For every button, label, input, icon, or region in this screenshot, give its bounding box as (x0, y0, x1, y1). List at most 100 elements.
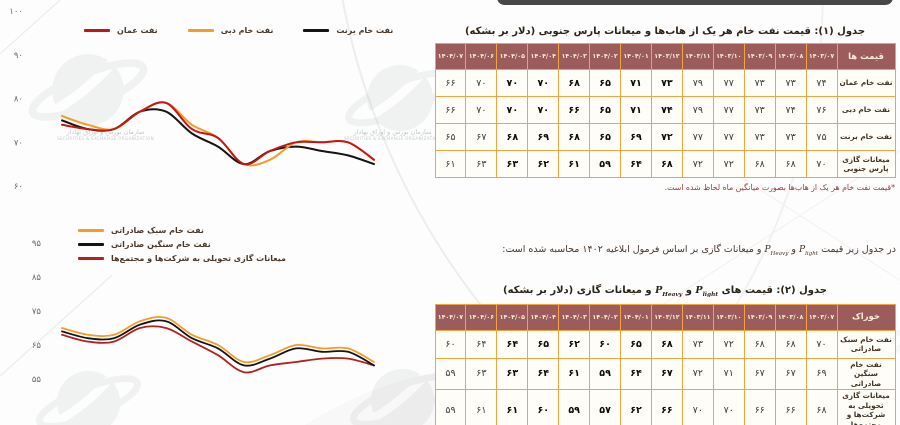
date-column-header: ۱۴۰۳/۰۸ (774, 303, 807, 331)
export-chart-legend: نفت خام سبک صادراتی نفت خام سنگین صادراتی… (78, 226, 286, 263)
legend-swatch-icon (78, 243, 104, 246)
date-column-header: ۱۴۰۳/۰۸ (774, 43, 807, 70)
price-cell: ۷۲ (650, 123, 683, 151)
table1-title: جدول (۱): قیمت نفت خام هر یک از هاب‌ها و… (464, 26, 866, 37)
price-cell: ۶۵ (620, 329, 652, 359)
table-corner-header: خوراک (836, 303, 896, 331)
price-cell: ۵۹ (558, 389, 591, 425)
price-cell: ۷۰ (496, 96, 529, 124)
row-label: میعانات گازی پارس جنوبی (836, 150, 896, 178)
price-cell: ۶۳ (496, 150, 529, 178)
legend-item: نفت عمان (84, 26, 158, 35)
y-tick-label: ۵۵ (32, 375, 42, 385)
price-cell: ۷۷ (681, 123, 714, 151)
price-cell: ۶۸ (805, 389, 838, 425)
date-column-header: ۱۴۰۳/۱۲ (650, 303, 683, 331)
date-column-header: ۱۴۰۳/۱۱ (681, 43, 714, 70)
price-cell: ۶۸ (496, 123, 529, 151)
price-cell: ۶۸ (743, 329, 776, 359)
row-label: نفت خام دبی (836, 96, 896, 124)
price-cell: ۵۷ (589, 389, 622, 425)
price-cell: ۶۲ (558, 329, 591, 359)
hub-prices-chart: نفت عمان نفت خام دبی نفت خام برنت ۱۰۰ ۹۰ ۸۰ ۷… (0, 0, 430, 215)
date-column-header: ۱۴۰۴/۰۳ (558, 303, 591, 331)
price-cell: ۷۰ (527, 96, 560, 124)
price-cell: ۷۷ (712, 69, 745, 97)
y-tick-label: ۷۵ (32, 307, 42, 317)
price-cell: ۷۳ (743, 123, 776, 151)
date-column-header: ۱۴۰۳/۱۰ (712, 43, 745, 70)
legend-swatch-icon (303, 29, 330, 32)
price-cell: ۶۸ (774, 150, 807, 178)
date-column-header: ۱۴۰۴/۰۷ (434, 43, 467, 70)
price-cell: ۷۵ (805, 123, 838, 151)
price-cell: ۶۵ (434, 123, 467, 151)
price-cell: ۶۷ (650, 357, 683, 391)
price-cell: ۶۵ (527, 329, 560, 359)
price-cell: ۶۶ (558, 96, 591, 124)
legend-label: میعانات گازی تحویلی به شرکت‌ها و مجتمع‌ه… (111, 254, 286, 263)
price-cell: ۶۸ (650, 329, 683, 359)
price-cell: ۶۵ (589, 69, 622, 97)
row-label: میعانات گازی تحویلی به شرکت‌ها و مجتمع‌ه… (836, 389, 896, 425)
price-cell: ۶۳ (496, 357, 529, 391)
date-column-header: ۱۴۰۴/۰۶ (465, 43, 498, 70)
price-cell: ۷۰ (712, 389, 745, 425)
price-cell: ۶۷ (465, 123, 498, 151)
legend-label: نفت خام دبی (220, 26, 274, 35)
price-cell: ۶۰ (589, 329, 622, 359)
price-cell: ۷۹ (681, 69, 714, 97)
y-tick-label: ۶۰ (14, 182, 23, 192)
math-symbol: PHeavy (764, 245, 789, 257)
date-column-header: ۱۴۰۴/۰۷ (434, 303, 467, 331)
legend-item: میعانات گازی تحویلی به شرکت‌ها و مجتمع‌ه… (78, 254, 286, 263)
table-row: میعانات گازی پارس جنوبی ۷۰ ۶۸ ۶۸ ۷۲ ۷۲ ۶۸ ۶۴ ۵۹ ۶… (434, 150, 896, 178)
price-cell: ۷۴ (650, 96, 683, 124)
price-cell: ۶۶ (774, 389, 807, 425)
price-cell: ۵۹ (434, 389, 467, 425)
price-cell: ۵۹ (589, 150, 622, 178)
legend-swatch-icon (78, 257, 104, 260)
top-banner (497, 0, 893, 5)
y-tick-label: ۱۰۰ (9, 7, 23, 17)
chart-line (61, 108, 375, 166)
price-cell: ۷۰ (527, 69, 560, 97)
date-column-header: ۱۴۰۴/۰۵ (496, 303, 529, 331)
price-cell: ۷۴ (774, 96, 807, 124)
y-tick-label: ۸۰ (14, 95, 23, 105)
price-cell: ۷۱ (620, 96, 652, 124)
y-tick-label: ۹۵ (32, 239, 42, 249)
table-row: نفت خام سبک صادراتی ۷۰ ۶۸ ۶۸ ۷۲ ۷۳ ۶۸ ۶۵ ۶۰ ۶۲ ۶۵ ۶… (434, 329, 896, 359)
price-cell: ۷۳ (743, 96, 776, 124)
legend-item: نفت خام سنگین صادراتی (78, 240, 211, 249)
hub-prices-table: قیمت ها ۱۴۰۳/۰۷ ۱۴۰۳/۰۸ ۱۴۰۳/۰۹ ۱۴۰۳/۱۰ ۱۴۰۳/… (434, 43, 896, 178)
price-cell: ۷۱ (712, 357, 745, 391)
date-column-header: ۱۴۰۴/۰۴ (527, 43, 560, 70)
price-cell: ۶۶ (650, 389, 683, 425)
date-column-header: ۱۴۰۴/۰۶ (465, 303, 498, 331)
price-cell: ۶۳ (465, 150, 498, 178)
price-cell: ۷۰ (805, 329, 838, 359)
price-cell: ۷۳ (650, 69, 683, 97)
price-cell: ۶۰ (527, 389, 560, 425)
price-cell: ۷۹ (681, 96, 714, 124)
price-cell: ۶۸ (743, 150, 776, 178)
date-column-header: ۱۴۰۳/۰۹ (743, 43, 776, 70)
price-cell: ۶۷ (743, 357, 776, 391)
table1-footnote: *قیمت نفت خام هر یک از هاب‌ها بصورت میان… (664, 183, 895, 192)
price-cell: ۶۱ (558, 357, 591, 391)
price-cell: ۷۷ (712, 123, 745, 151)
price-cell: ۶۴ (620, 150, 652, 178)
price-cell: ۷۳ (743, 69, 776, 97)
y-tick-label: ۷۰ (14, 138, 23, 148)
table-row: نفت خام برنت ۷۵ ۷۳ ۷۳ ۷۷ ۷۷ ۷۲ ۶۹ ۶۵ ۶۸ ۶۹ ۶۸ ۶۷ ۶۵ (434, 123, 896, 151)
price-cell: ۶۱ (558, 150, 591, 178)
date-column-header: ۱۴۰۴/۰۳ (558, 43, 591, 70)
price-cell: ۷۳ (681, 329, 714, 359)
price-cell: ۶۴ (465, 329, 498, 359)
legend-item: نفت خام برنت (303, 26, 393, 35)
price-cell: ۷۲ (681, 357, 714, 391)
date-column-header: ۱۴۰۴/۰۵ (496, 43, 529, 70)
price-cell: ۶۱ (465, 389, 498, 425)
